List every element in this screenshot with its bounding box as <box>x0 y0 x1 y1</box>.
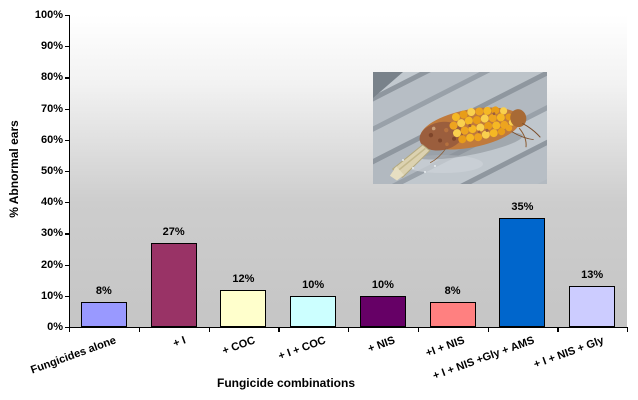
y-tick-mark <box>65 327 69 329</box>
x-axis-title: Fungicide combinations <box>216 376 355 390</box>
y-tick-mark <box>65 264 69 266</box>
bar <box>220 289 267 327</box>
bar-value-label: 13% <box>581 269 604 282</box>
bar-value-label: 10% <box>302 278 325 291</box>
y-tick-mark <box>65 46 69 48</box>
x-tick-mark <box>557 327 559 332</box>
y-tick-mark <box>65 77 69 79</box>
bar-value-label: 8% <box>95 285 112 298</box>
x-category-label: +I + NIS <box>424 334 467 360</box>
bar <box>80 302 127 327</box>
y-tick-mark <box>65 15 69 17</box>
bar <box>290 295 337 327</box>
bar-value-label: 35% <box>511 200 534 213</box>
x-category-label: + I + NIS + Gly <box>532 334 607 371</box>
y-tick-label: 30% <box>40 227 63 240</box>
x-category-label: + COC <box>221 334 258 358</box>
y-tick-label: 10% <box>40 289 63 302</box>
y-tick-label: 0% <box>47 321 63 333</box>
bar <box>569 286 616 327</box>
y-tick-mark <box>65 295 69 298</box>
x-tick-mark <box>69 327 71 332</box>
bar-value-label: 10% <box>371 278 394 291</box>
bar <box>499 217 546 327</box>
y-tick-label: 100% <box>34 9 63 21</box>
y-tick-mark <box>65 171 69 173</box>
x-tick-mark <box>487 327 489 332</box>
y-tick-label: 20% <box>40 258 63 271</box>
y-tick-label: 80% <box>40 71 63 84</box>
bar <box>429 302 476 327</box>
x-category-label: + I <box>171 334 188 350</box>
x-category-label: + I + COC <box>276 334 328 363</box>
y-tick-mark <box>65 233 69 235</box>
x-tick-mark <box>138 327 141 332</box>
y-tick-label: 60% <box>40 133 63 146</box>
y-tick-mark <box>65 202 69 204</box>
x-category-label: Fungicides alone <box>29 334 118 377</box>
bar-value-label: 8% <box>444 285 461 298</box>
y-tick-label: 90% <box>40 40 63 53</box>
abnormal-corn-ear-photo <box>373 72 547 184</box>
y-tick-mark <box>65 108 69 110</box>
y-tick-mark <box>65 139 69 142</box>
bar <box>359 295 406 327</box>
x-tick-mark <box>278 327 280 332</box>
y-tick-label: 40% <box>40 196 63 209</box>
y-axis-line <box>69 15 71 328</box>
x-category-label: + NIS <box>366 334 397 356</box>
x-tick-mark <box>348 327 350 332</box>
bar-value-label: 12% <box>232 272 255 285</box>
x-tick-mark <box>208 327 210 332</box>
bar-value-label: 27% <box>162 225 185 238</box>
x-tick-mark <box>627 327 629 332</box>
x-tick-mark <box>417 327 420 332</box>
bar <box>150 242 197 327</box>
y-tick-label: 70% <box>40 102 63 115</box>
y-tick-label: 50% <box>40 165 63 177</box>
